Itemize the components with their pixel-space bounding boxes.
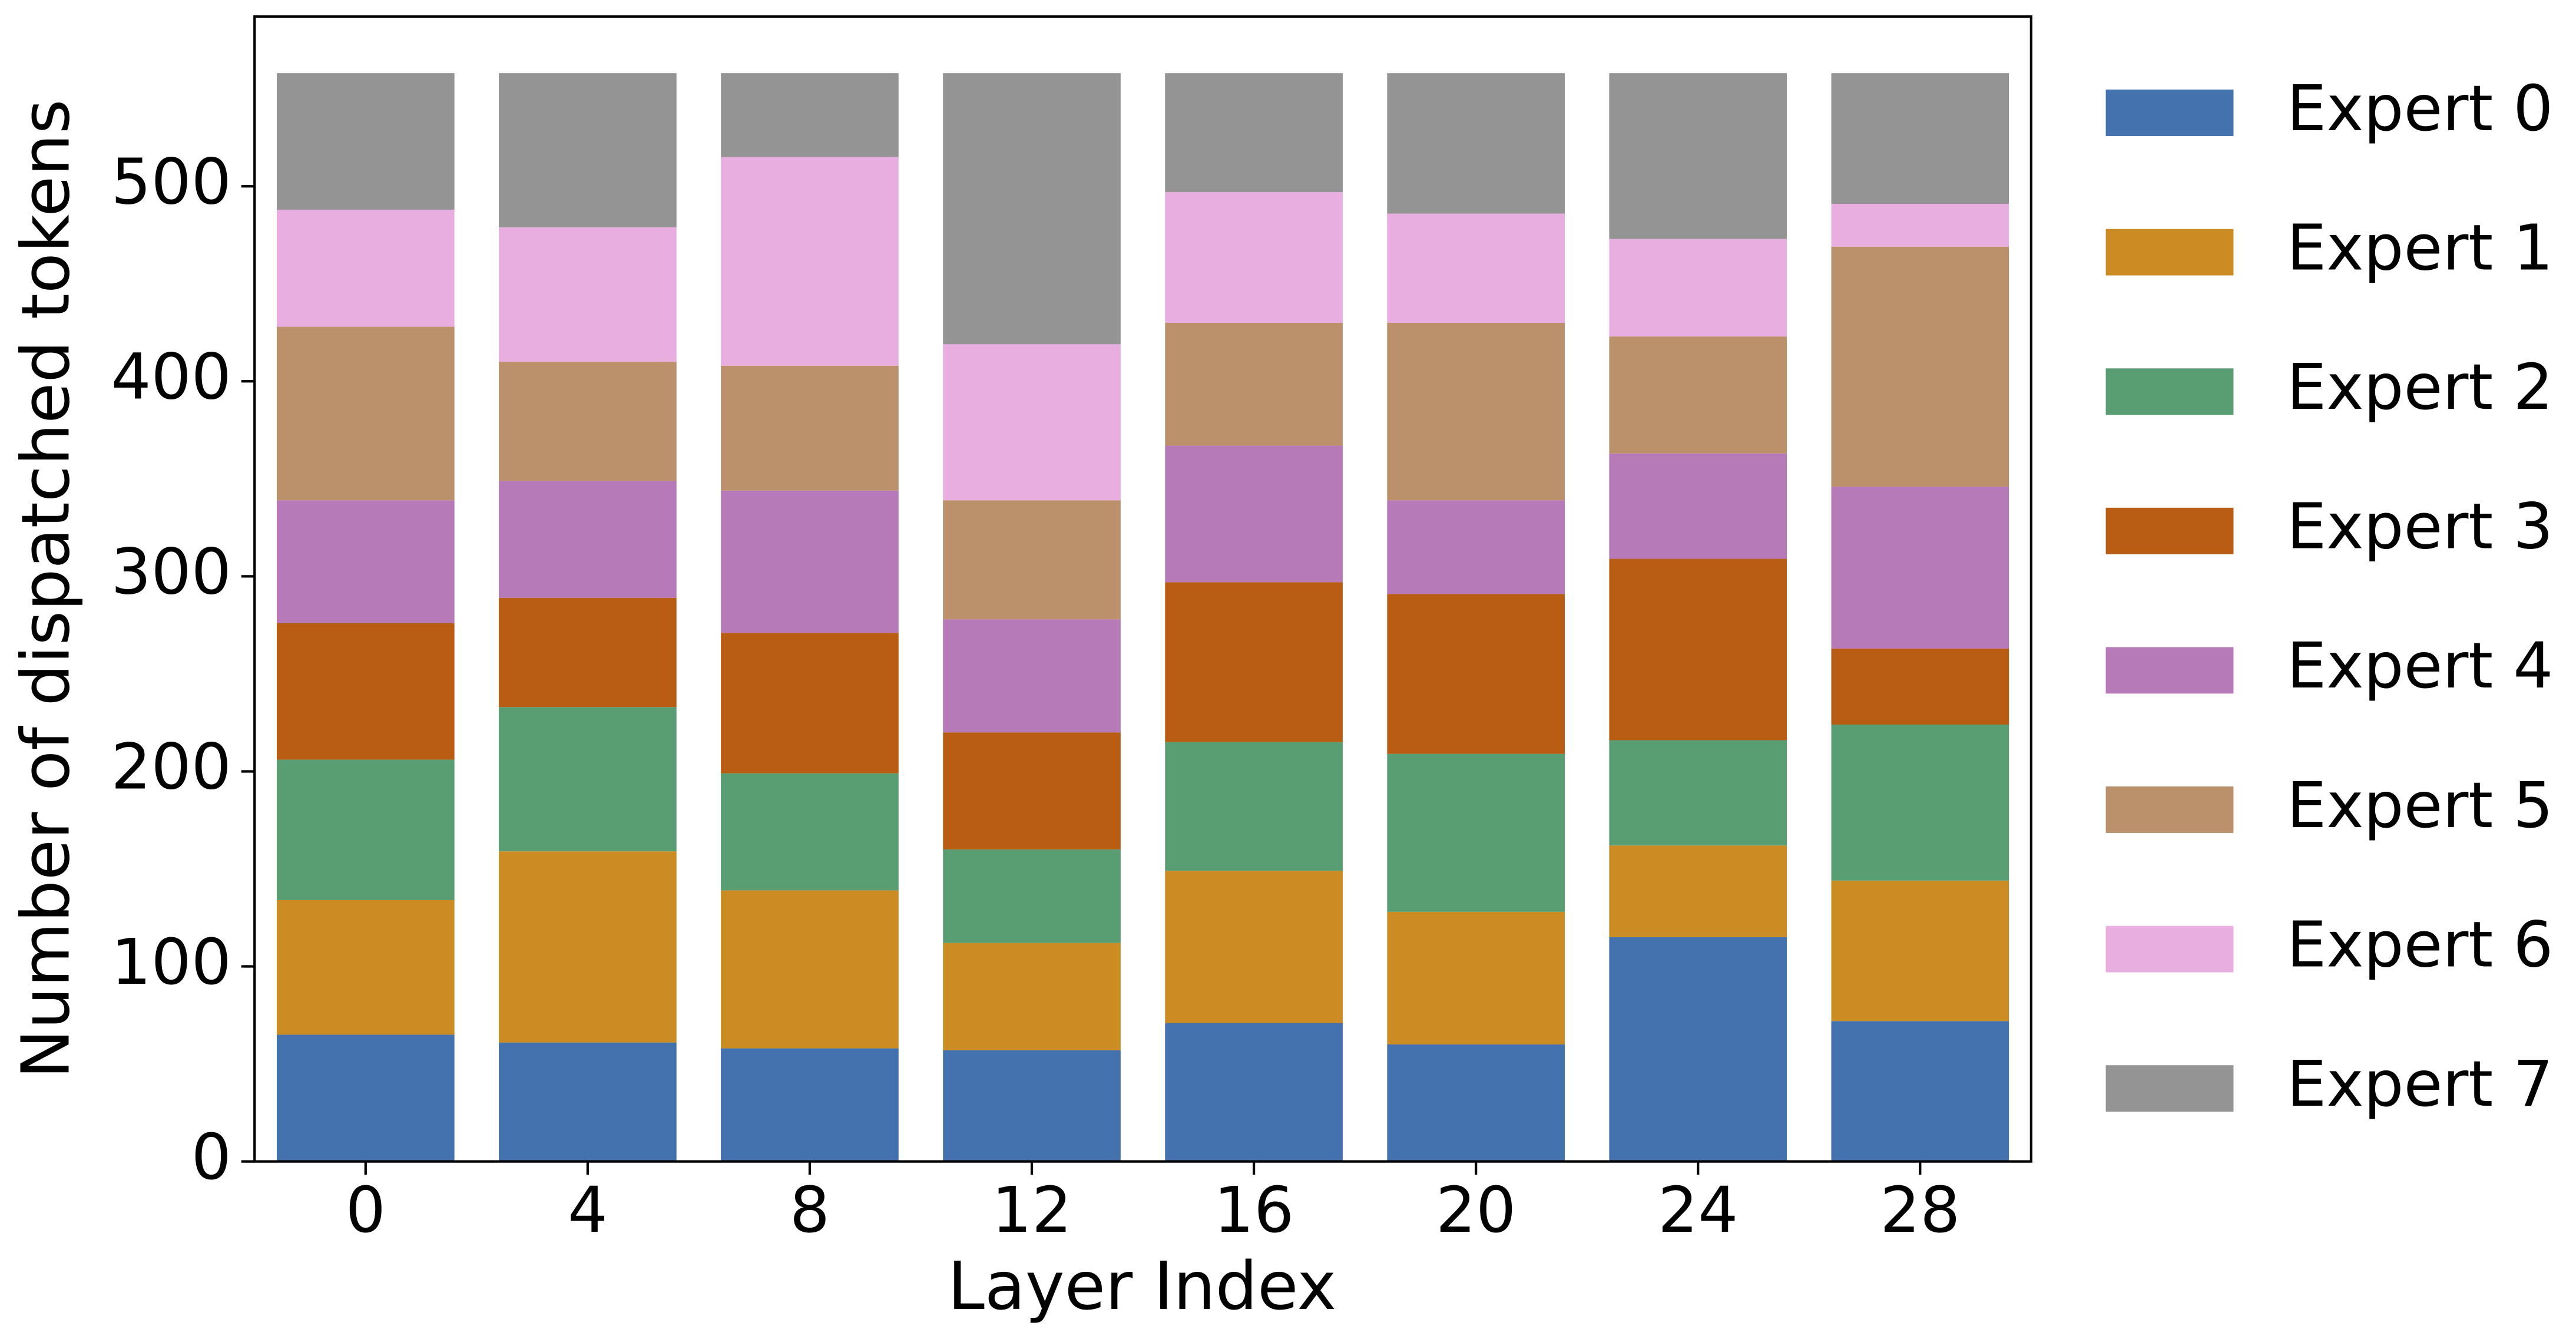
legend-label: Expert 0 (2287, 72, 2554, 146)
legend-label: Expert 1 (2287, 211, 2554, 285)
bar-segment (1165, 742, 1343, 871)
bar-segment (1609, 239, 1787, 337)
bar-segment (276, 500, 455, 623)
legend-label: Expert 5 (2287, 769, 2554, 842)
bar-segment (1165, 192, 1343, 323)
bar-segment (276, 326, 455, 501)
legend-label: Expert 2 (2287, 351, 2554, 424)
bar-segment (499, 707, 677, 852)
bar-segment (276, 623, 455, 760)
bar-segment (1609, 336, 1787, 454)
bar-segment (1387, 594, 1565, 754)
x-tick-label: 16 (1214, 1174, 1294, 1247)
bar-segment (721, 365, 899, 491)
bar-segment (943, 73, 1121, 345)
bar-segment (276, 900, 455, 1035)
legend-swatch (2105, 786, 2234, 833)
bar-segment (943, 500, 1121, 620)
bar-segment (943, 732, 1121, 849)
bar-segment (943, 849, 1121, 943)
bar-segment (1387, 911, 1565, 1044)
bar-segment (499, 227, 677, 362)
bar-segment (721, 890, 899, 1049)
bar-segment (1387, 1044, 1565, 1162)
bar-segment (499, 1042, 677, 1162)
bar-segment (1165, 582, 1343, 742)
bar-segment (1831, 73, 2009, 204)
legend-swatch (2105, 647, 2234, 694)
bar-segment (721, 157, 899, 366)
bar-segment (1165, 1023, 1343, 1162)
bar-segment (1831, 880, 2009, 1021)
bar-segment (499, 362, 677, 481)
bar-segment (1609, 558, 1787, 740)
bar-segment (1165, 73, 1343, 193)
bar-segment (276, 759, 455, 900)
bar-segment (1831, 724, 2009, 881)
bar-segment (499, 73, 677, 227)
bar-segment (721, 1048, 899, 1162)
bar-segment (943, 943, 1121, 1050)
x-tick-label: 20 (1436, 1174, 1516, 1247)
x-tick-label: 4 (568, 1174, 608, 1247)
x-tick-label: 8 (790, 1174, 830, 1247)
bar-segment (1609, 937, 1787, 1162)
legend-swatch (2105, 90, 2234, 136)
bar-segment (1831, 1021, 2009, 1162)
bar-segment (1165, 871, 1343, 1023)
x-tick-label: 28 (1880, 1174, 1960, 1247)
bar-segment (1831, 204, 2009, 247)
legend-label: Expert 7 (2287, 1048, 2554, 1121)
bar-segment (943, 344, 1121, 501)
bar-segment (499, 597, 677, 707)
bar-segment (1387, 322, 1565, 501)
bar-segment (1387, 753, 1565, 912)
legend-swatch (2105, 229, 2234, 276)
bar-segment (276, 73, 455, 210)
bar-segment (276, 209, 455, 327)
y-tick-label: 400 (111, 341, 231, 414)
bar-segment (721, 773, 899, 891)
legend-swatch (2105, 368, 2234, 415)
bar-segment (721, 633, 899, 773)
y-tick-label: 300 (111, 536, 231, 609)
legend-label: Expert 4 (2287, 630, 2554, 703)
bar-segment (499, 851, 677, 1043)
bar-segment (1609, 845, 1787, 937)
y-tick-label: 0 (191, 1121, 231, 1194)
bar-segment (1387, 500, 1565, 594)
x-tick-label: 24 (1658, 1174, 1738, 1247)
bar-segment (943, 1050, 1121, 1162)
bar-segment (721, 490, 899, 633)
legend-label: Expert 6 (2287, 908, 2554, 981)
plot-frame (253, 15, 2032, 1163)
x-tick-label: 12 (992, 1174, 1072, 1247)
y-tick-label: 500 (111, 146, 231, 219)
bar-segment (499, 481, 677, 598)
y-tick-label: 100 (111, 926, 231, 999)
bar-segment (1609, 73, 1787, 239)
bar-segment (1387, 213, 1565, 323)
x-tick-label: 0 (346, 1174, 386, 1247)
x-axis-label: Layer Index (948, 1247, 1336, 1325)
y-axis-label: Number of dispatched tokens (7, 100, 85, 1079)
bar-segment (1831, 246, 2009, 487)
bar-segment (1165, 322, 1343, 446)
bar-segment (1831, 648, 2009, 725)
bar-segment (1165, 445, 1343, 583)
bar-segment (1609, 453, 1787, 559)
bar-segment (721, 73, 899, 157)
bar-segment (276, 1034, 455, 1162)
bar-segment (1387, 73, 1565, 214)
y-tick-label: 200 (111, 731, 231, 804)
legend-swatch (2105, 1065, 2234, 1112)
legend-label: Expert 3 (2287, 491, 2554, 564)
bar-segment (943, 619, 1121, 733)
legend-swatch (2105, 925, 2234, 973)
bar-segment (1831, 487, 2009, 649)
legend-swatch (2105, 507, 2234, 554)
bar-segment (1609, 740, 1787, 846)
